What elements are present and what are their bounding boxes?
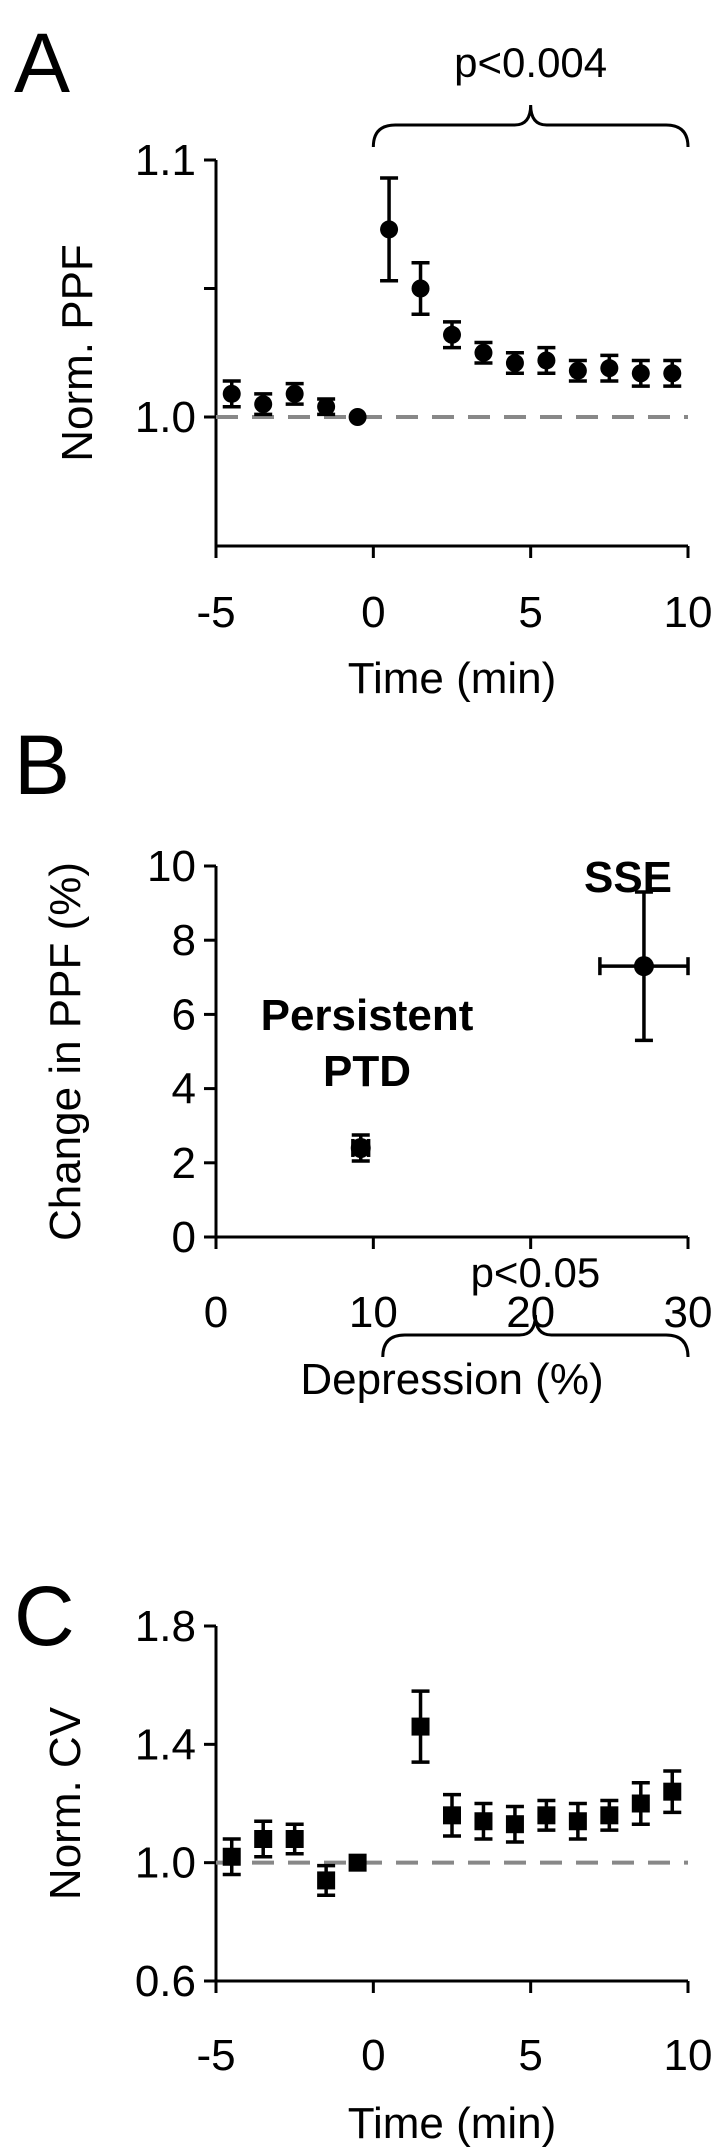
- panel-b-y-tick-label: 6: [172, 990, 196, 1039]
- panel-b-y-tick-label: 4: [172, 1065, 196, 1114]
- panel-a-x-axis-title: Time (min): [348, 654, 557, 703]
- panel-c-data-point: [568, 1812, 587, 1831]
- panel-a-letter: A: [14, 16, 70, 110]
- panel-c-y-axis-title: Norm. CV: [41, 1706, 90, 1900]
- panel-a-x-tick-label: 10: [664, 588, 713, 637]
- panel-a-data-point: [600, 359, 619, 378]
- panel-a-data-point: [285, 384, 304, 403]
- panel-c-data-point: [411, 1717, 430, 1736]
- panel-a-data-point: [254, 395, 273, 414]
- panel-a-data-point: [443, 325, 461, 344]
- panel-c-data-point: [505, 1815, 524, 1834]
- panel-b-point-label: SSE: [584, 853, 672, 902]
- panel-c-x-tick-label: 5: [518, 2031, 542, 2080]
- panel-b-y-tick-label: 2: [172, 1139, 196, 1188]
- panel-c-data-point: [222, 1847, 241, 1866]
- panel-b-y-tick-label: 8: [172, 916, 196, 965]
- panel-a-data-point: [505, 354, 524, 373]
- panel-c-data-point: [631, 1794, 650, 1813]
- panel-b-data-point: [633, 956, 654, 977]
- panel-b-letter: B: [14, 718, 70, 812]
- panel-a-data-point: [537, 351, 556, 370]
- panel-c-significance-bracket: [381, 1314, 690, 1358]
- panel-c-x-tick-label: 10: [664, 2031, 713, 2080]
- panel-a-data-point: [631, 364, 650, 383]
- panel-a-y-tick-label: 1.0: [135, 393, 196, 442]
- panel-c-y-tick-label: 1.0: [135, 1839, 196, 1888]
- panel-b-x-axis-title: Depression (%): [300, 1355, 603, 1404]
- panel-a-data-point: [380, 220, 399, 239]
- panel-c-y-tick-label: 0.6: [135, 1957, 196, 2006]
- panel-c-x-tick-label: 0: [361, 2031, 385, 2080]
- panel-c-x-axis-title: Time (min): [348, 2099, 557, 2148]
- panel-c-data-point: [285, 1830, 304, 1848]
- panel-b-y-tick-label: 10: [147, 842, 196, 891]
- panel-a-significance-label: p<0.004: [454, 39, 607, 86]
- panel-a-data-point: [411, 279, 430, 298]
- panel-a-significance-bracket: [371, 104, 690, 148]
- panel-b-data-point: [350, 1137, 371, 1158]
- panel-c-data-point: [317, 1871, 336, 1890]
- panel-b-y-axis-title: Change in PPF (%): [41, 862, 90, 1241]
- panel-a-x-tick-label: 5: [518, 588, 542, 637]
- panel-a-data-point: [568, 361, 587, 380]
- panel-a-data-point: [474, 343, 493, 362]
- panel-b-point-label: PTD: [323, 1047, 411, 1096]
- panel-a-data-point: [317, 397, 336, 416]
- panel-b-point-label: Persistent: [261, 991, 474, 1040]
- panel-a-data-point: [663, 364, 682, 383]
- panel-a-data-point: [348, 408, 367, 426]
- panel-c-y-tick-label: 1.8: [135, 1602, 196, 1651]
- panel-a-y-tick-label: 1.1: [135, 136, 196, 185]
- panel-c-data-point: [537, 1806, 556, 1825]
- panel-b-x-tick-label: 30: [664, 1288, 713, 1337]
- panel-a-data-point: [222, 384, 241, 403]
- panel-a-x-tick-label: 0: [361, 588, 385, 637]
- panel-c-data-point: [254, 1830, 273, 1848]
- panel-c-significance-label: p<0.05: [471, 1249, 601, 1296]
- panel-b-x-tick-label: 0: [204, 1288, 228, 1337]
- panel-c-letter: C: [14, 1569, 75, 1663]
- panel-c-x-tick-label: -5: [196, 2031, 235, 2080]
- panel-c-y-tick-label: 1.4: [135, 1720, 196, 1769]
- panel-a-x-tick-label: -5: [196, 588, 235, 637]
- panel-b-x-tick-label: 10: [349, 1288, 398, 1337]
- panel-b-y-tick-label: 0: [172, 1213, 196, 1262]
- panel-c-data-point: [663, 1782, 682, 1801]
- panel-c-data-point: [474, 1812, 493, 1831]
- panel-c-data-point: [348, 1853, 367, 1872]
- panel-c-data-point: [443, 1806, 461, 1825]
- panel-a-y-axis-title: Norm. PPF: [53, 244, 102, 462]
- panel-c-data-point: [600, 1806, 619, 1825]
